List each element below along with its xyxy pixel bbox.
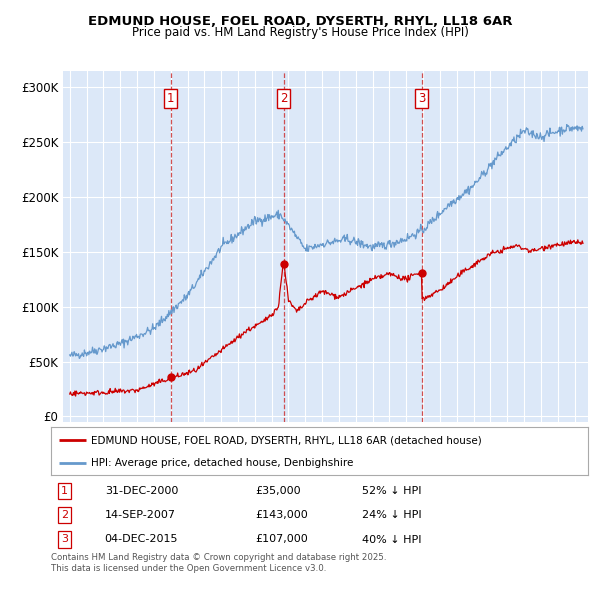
Text: 2: 2 <box>280 91 287 105</box>
Text: EDMUND HOUSE, FOEL ROAD, DYSERTH, RHYL, LL18 6AR: EDMUND HOUSE, FOEL ROAD, DYSERTH, RHYL, … <box>88 15 512 28</box>
Text: 31-DEC-2000: 31-DEC-2000 <box>105 486 178 496</box>
Text: 40% ↓ HPI: 40% ↓ HPI <box>362 535 422 545</box>
Text: Contains HM Land Registry data © Crown copyright and database right 2025.
This d: Contains HM Land Registry data © Crown c… <box>51 553 386 573</box>
Text: 2: 2 <box>61 510 68 520</box>
Text: £35,000: £35,000 <box>255 486 301 496</box>
Text: 14-SEP-2007: 14-SEP-2007 <box>105 510 176 520</box>
Text: Price paid vs. HM Land Registry's House Price Index (HPI): Price paid vs. HM Land Registry's House … <box>131 26 469 39</box>
Text: 3: 3 <box>418 91 425 105</box>
Text: EDMUND HOUSE, FOEL ROAD, DYSERTH, RHYL, LL18 6AR (detached house): EDMUND HOUSE, FOEL ROAD, DYSERTH, RHYL, … <box>91 435 482 445</box>
Text: 24% ↓ HPI: 24% ↓ HPI <box>362 510 422 520</box>
Text: £107,000: £107,000 <box>255 535 308 545</box>
Text: 52% ↓ HPI: 52% ↓ HPI <box>362 486 422 496</box>
Text: 3: 3 <box>61 535 68 545</box>
Text: 1: 1 <box>167 91 175 105</box>
Text: HPI: Average price, detached house, Denbighshire: HPI: Average price, detached house, Denb… <box>91 458 353 468</box>
Text: 04-DEC-2015: 04-DEC-2015 <box>105 535 178 545</box>
Text: £143,000: £143,000 <box>255 510 308 520</box>
Text: 1: 1 <box>61 486 68 496</box>
